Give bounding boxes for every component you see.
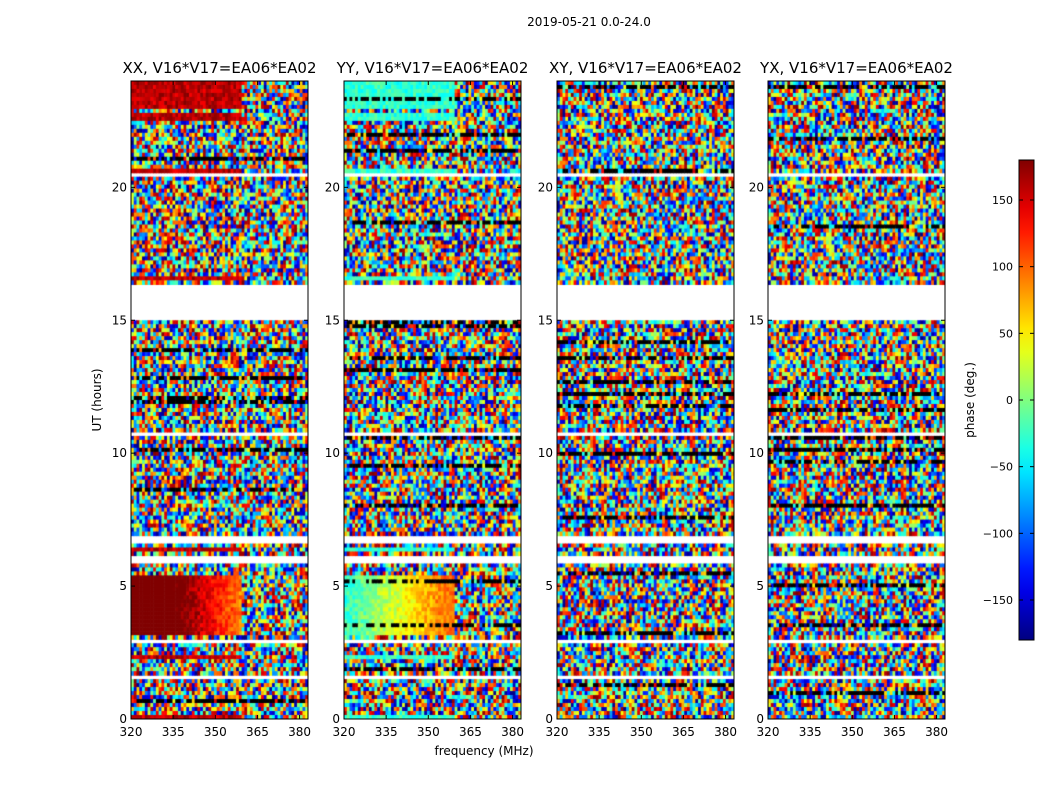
phase-heatmap bbox=[557, 81, 734, 719]
y-tick-label: 20 bbox=[325, 180, 340, 194]
panel-frame bbox=[130, 80, 309, 720]
panel-title: YY, V16*V17=EA06*EA02 bbox=[336, 59, 529, 77]
y-tick-label: 15 bbox=[749, 313, 764, 327]
y-tick-label: 10 bbox=[112, 446, 127, 460]
x-tick-label: 380 bbox=[925, 725, 948, 739]
panel-title: XX, V16*V17=EA06*EA02 bbox=[122, 59, 316, 77]
colorbar: −150 −100 −50 0 50 100 150 bbox=[983, 159, 1035, 641]
x-tick-label: 380 bbox=[288, 725, 311, 739]
x-tick-label: 335 bbox=[375, 725, 398, 739]
y-tick-label: 5 bbox=[545, 579, 553, 593]
y-tick-label: 0 bbox=[545, 712, 553, 726]
colorbar-tick-label: 150 bbox=[992, 194, 1013, 207]
y-tick-label: 10 bbox=[538, 446, 553, 460]
panel-frame bbox=[556, 80, 735, 720]
panel-frame bbox=[767, 80, 946, 720]
colorbar-tick-label: 0 bbox=[1006, 394, 1013, 407]
y-tick-label: 20 bbox=[749, 180, 764, 194]
x-tick-label: 320 bbox=[757, 725, 780, 739]
colorbar-tick-label: −150 bbox=[983, 594, 1013, 607]
x-tick-label: 365 bbox=[246, 725, 269, 739]
phase-heatmap bbox=[344, 81, 521, 719]
y-tick-label: 5 bbox=[332, 579, 340, 593]
x-tick-label: 380 bbox=[714, 725, 737, 739]
x-tick-label: 365 bbox=[459, 725, 482, 739]
panels: XX, V16*V17=EA06*EA02 320 335 350 365 380 0 5 10… bbox=[112, 59, 953, 739]
heatmap-cells bbox=[344, 81, 521, 719]
x-tick-label: 320 bbox=[546, 725, 569, 739]
x-tick-label: 335 bbox=[162, 725, 185, 739]
figure-suptitle: 2019-05-21 0.0-24.0 bbox=[527, 15, 651, 29]
x-tick-label: 335 bbox=[799, 725, 822, 739]
panel-yy: YY, V16*V17=EA06*EA02 320 335 350 365 380 0 5 10… bbox=[325, 59, 529, 739]
phase-heatmap bbox=[131, 81, 308, 719]
y-axis-label: UT (hours) bbox=[90, 368, 104, 431]
heatmap-cells bbox=[557, 81, 734, 719]
y-tick-label: 10 bbox=[325, 446, 340, 460]
x-tick-label: 335 bbox=[588, 725, 611, 739]
panel-title: YX, V16*V17=EA06*EA02 bbox=[759, 59, 953, 77]
x-tick-label: 350 bbox=[841, 725, 864, 739]
x-tick-label: 380 bbox=[501, 725, 524, 739]
panel-title: XY, V16*V17=EA06*EA02 bbox=[549, 59, 742, 77]
x-axis-label: frequency (MHz) bbox=[434, 744, 533, 758]
panel-yx: YX, V16*V17=EA06*EA02 320 335 350 365 380 0 5 10… bbox=[749, 59, 953, 739]
y-tick-label: 0 bbox=[332, 712, 340, 726]
heatmap-cells bbox=[768, 81, 945, 719]
y-tick-label: 15 bbox=[112, 313, 127, 327]
y-tick-label: 0 bbox=[119, 712, 127, 726]
colorbar-label: phase (deg.) bbox=[963, 362, 977, 438]
heatmap-cells bbox=[131, 81, 308, 719]
panel-frame bbox=[343, 80, 522, 720]
y-tick-label: 20 bbox=[538, 180, 553, 194]
colorbar-tick-label: 50 bbox=[999, 327, 1013, 340]
y-tick-label: 5 bbox=[119, 579, 127, 593]
panel-xx: XX, V16*V17=EA06*EA02 320 335 350 365 380 0 5 10… bbox=[112, 59, 317, 739]
colorbar-tick-label: −50 bbox=[990, 461, 1013, 474]
colorbar-tick-label: 100 bbox=[992, 261, 1013, 274]
x-tick-label: 350 bbox=[417, 725, 440, 739]
x-tick-label: 365 bbox=[672, 725, 695, 739]
x-tick-label: 350 bbox=[204, 725, 227, 739]
y-tick-label: 0 bbox=[756, 712, 764, 726]
panel-xy: XY, V16*V17=EA06*EA02 320 335 350 365 380 0 5 10… bbox=[538, 59, 742, 739]
x-tick-label: 365 bbox=[883, 725, 906, 739]
y-tick-label: 20 bbox=[112, 180, 127, 194]
y-tick-label: 15 bbox=[325, 313, 340, 327]
y-tick-label: 15 bbox=[538, 313, 553, 327]
x-tick-label: 350 bbox=[630, 725, 653, 739]
x-tick-label: 320 bbox=[120, 725, 143, 739]
y-tick-label: 5 bbox=[756, 579, 764, 593]
colorbar-tick-label: −100 bbox=[983, 527, 1013, 540]
y-tick-label: 10 bbox=[749, 446, 764, 460]
phase-heatmap bbox=[768, 81, 945, 719]
x-tick-label: 320 bbox=[333, 725, 356, 739]
